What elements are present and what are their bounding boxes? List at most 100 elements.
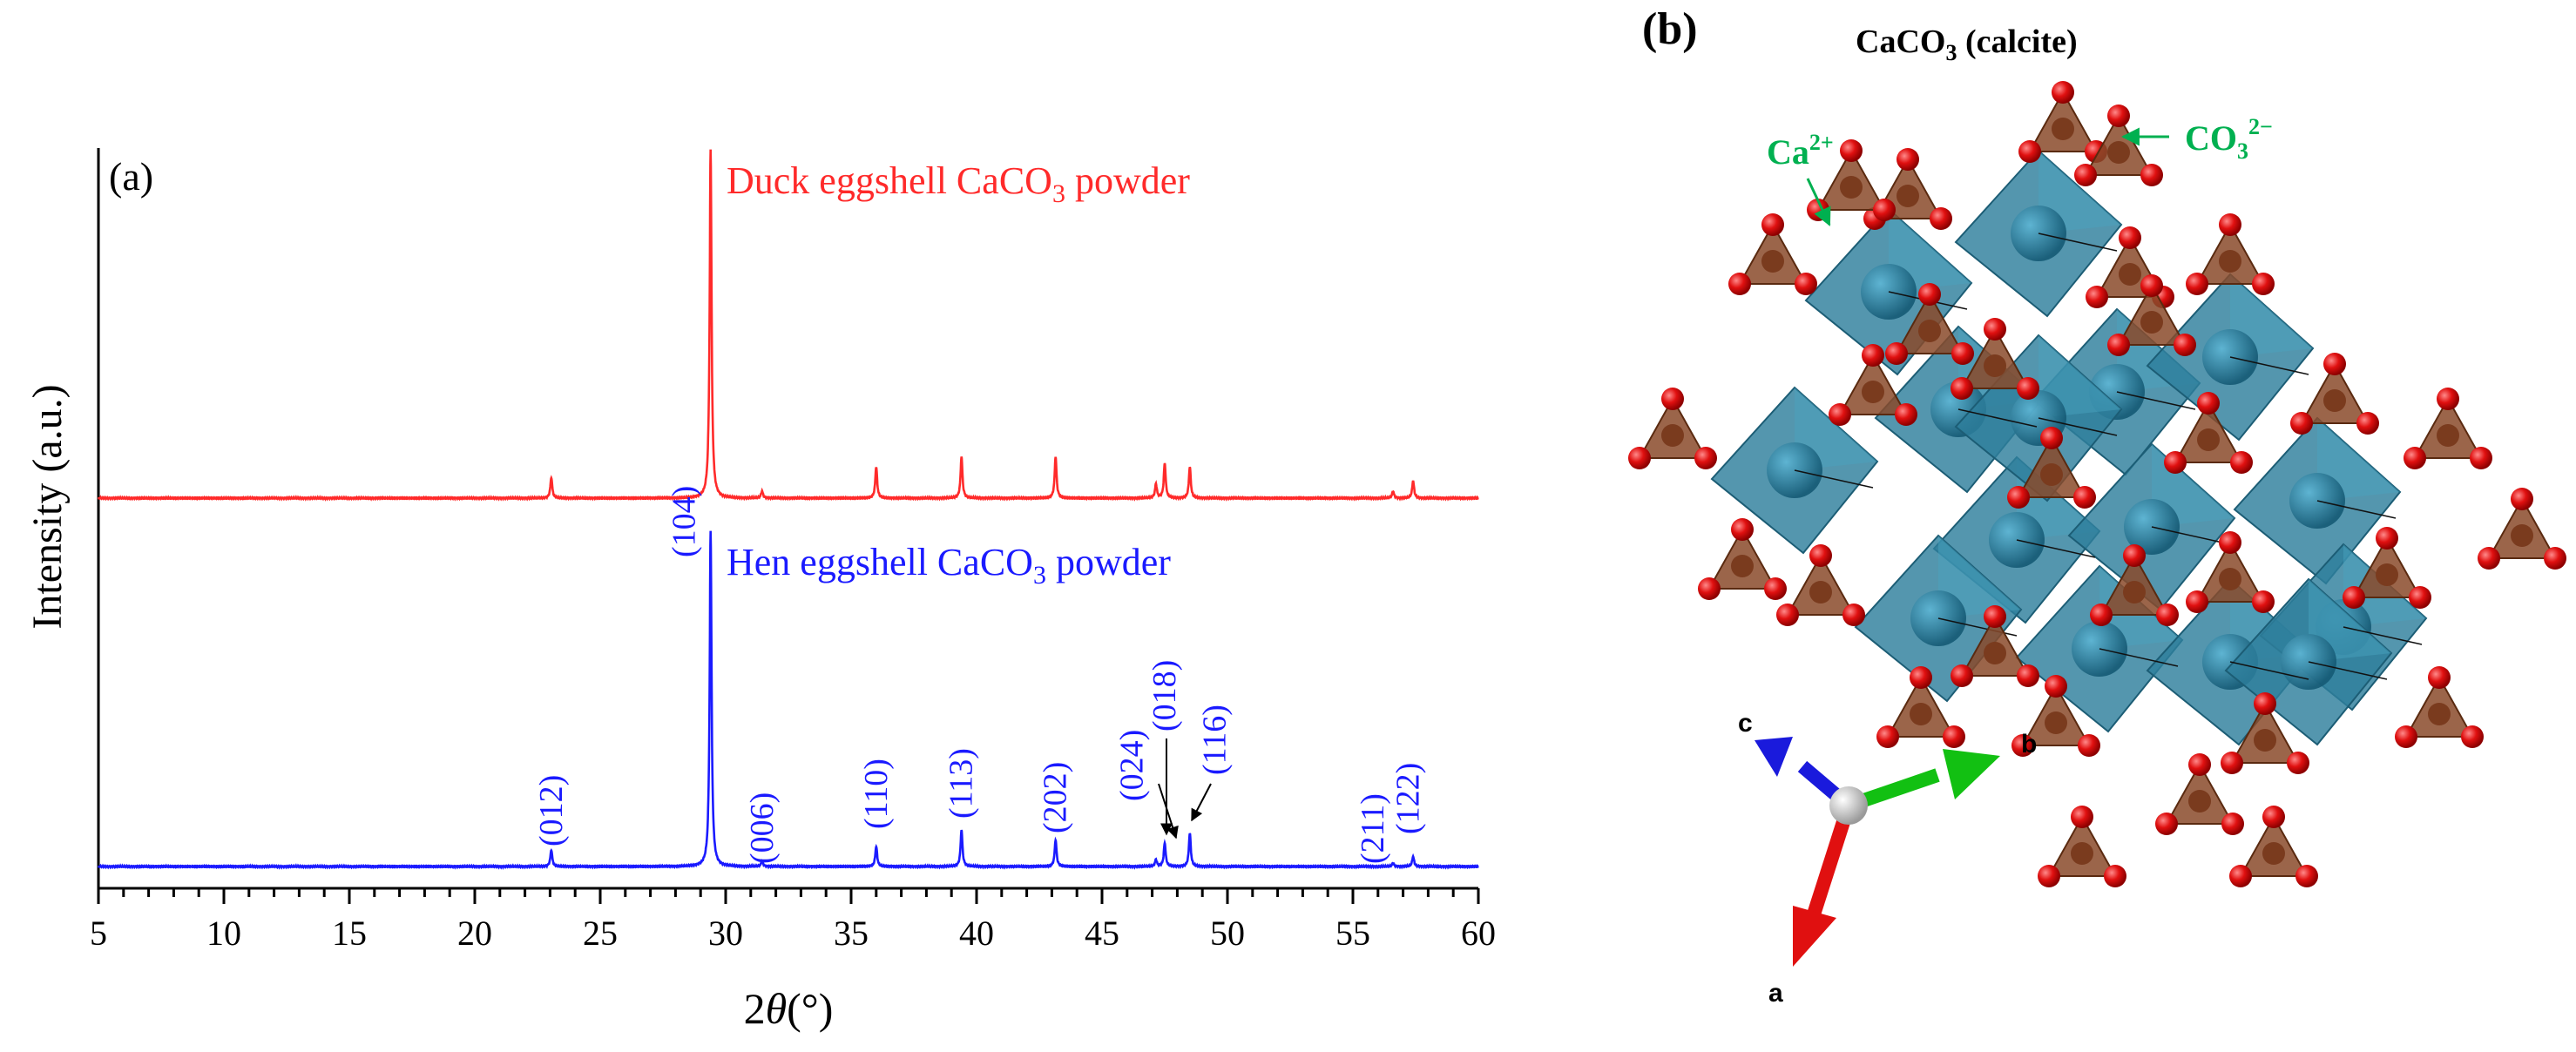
x-tick-label: 15: [332, 914, 367, 953]
oxygen-atom: [2107, 105, 2130, 127]
co3-group: [2164, 392, 2253, 474]
calcite-structure-panel: (b) CaCO3 (calcite) Ca2+ CO32− c b a: [1628, 4, 2566, 1008]
oxygen-atom: [2011, 734, 2034, 757]
oxygen-atom: [2071, 806, 2093, 828]
x-tick-label: 60: [1461, 914, 1496, 953]
oxygen-atom: [1764, 577, 1787, 600]
bond: [1957, 408, 2038, 428]
y-axis-label: Intensity (a.u.): [24, 384, 71, 629]
oxygen-atom: [1873, 199, 1896, 221]
oxygen-atom: [2164, 451, 2187, 474]
carbon-atom: [2323, 389, 2346, 412]
co3-group: [1807, 139, 1896, 221]
oxygen-atom: [2174, 334, 2196, 356]
oxygen-atom: [1895, 403, 1917, 426]
oxygen-atom: [2140, 164, 2163, 186]
oxygen-atom: [2229, 865, 2252, 887]
oxygen-atom: [2343, 586, 2365, 609]
oxygen-atom: [2107, 334, 2130, 356]
co3-group: [2404, 388, 2492, 469]
carbon-atom: [1761, 250, 1784, 273]
oxygen-atom: [2186, 590, 2208, 613]
miller-label: (202): [1038, 762, 1074, 833]
oxygen-atom: [2290, 412, 2313, 435]
miller-index-labels: (012) (104) (006) (110) (113) (202) (024)(018)…: [533, 486, 1427, 864]
miller-label: (006): [744, 792, 781, 864]
ca-ion-arrow: [1806, 178, 1831, 226]
a-axis-label: a: [1768, 979, 1783, 1008]
miller-label: (024): [1114, 730, 1151, 801]
bond: [2038, 417, 2118, 436]
oxygen-atom: [2478, 547, 2500, 570]
oxygen-atom: [2007, 486, 2030, 509]
oxygen-atom: [2073, 486, 2096, 509]
oxygen-atom: [1840, 139, 1863, 162]
octahedron-face: [2317, 418, 2400, 501]
bond: [1794, 469, 1874, 489]
carbon-atom: [2123, 581, 2146, 604]
x-ticks: [97, 888, 1480, 904]
carbon-atom: [2052, 118, 2074, 140]
oxygen-atom: [1951, 664, 1973, 687]
oxygen-atom: [2252, 273, 2275, 295]
co3-group: [1951, 605, 2039, 687]
bond: [2229, 661, 2309, 680]
co3-ion-label: CO32−: [2185, 114, 2273, 164]
c-axis-label: c: [1738, 709, 1753, 738]
bond: [2099, 648, 2179, 667]
x-tick-label: 25: [583, 914, 618, 953]
panel-label-b: (b): [1642, 4, 1698, 54]
oxygen-atom: [2078, 734, 2100, 757]
miller-label: (211): [1355, 793, 1391, 864]
b-axis-label: b: [2021, 730, 2037, 759]
x-tick-label: 10: [206, 914, 241, 953]
oxygen-atom: [2018, 140, 2041, 163]
oxygen-atom: [2356, 412, 2379, 435]
miller-label: (012): [533, 775, 570, 846]
carbon-atom: [2437, 424, 2459, 447]
co3-group: [1951, 318, 2039, 400]
carbon-atom: [1984, 354, 2006, 377]
x-tick-label: 55: [1335, 914, 1370, 953]
oxygen-atom: [2252, 590, 2275, 613]
octahedron-face: [1889, 209, 1971, 292]
x-tick-label: 20: [457, 914, 492, 953]
co3-group: [2186, 213, 2275, 295]
co3-group: [2011, 675, 2100, 757]
co3-group: [2395, 666, 2484, 748]
a-axis-head: [1793, 906, 1836, 967]
structure-title: CaCO3 (calcite): [1856, 24, 2078, 65]
x-tick-label: 50: [1210, 914, 1245, 953]
carbon-atom: [1862, 381, 1884, 403]
co3-group: [2018, 81, 2107, 163]
oxygen-atom: [2221, 752, 2243, 774]
bond: [2316, 500, 2397, 519]
origin-sphere: [1829, 786, 1868, 825]
miller-label: (110): [858, 759, 895, 829]
oxygen-atom: [1776, 604, 1799, 626]
co3-group: [1829, 344, 1917, 426]
co3-group: [2107, 274, 2196, 356]
oxygen-atom: [2090, 604, 2113, 626]
co3-group: [2074, 105, 2163, 186]
bond: [2308, 661, 2388, 680]
oxygen-atom: [2395, 725, 2417, 748]
oxygen-atom: [1731, 518, 1754, 541]
oxygen-atom: [2188, 753, 2211, 776]
co3-group: [2343, 527, 2431, 609]
co3-group: [2478, 488, 2566, 570]
oxygen-atom: [2104, 865, 2126, 887]
oxygen-atom: [2323, 353, 2346, 375]
oxygen-atom: [1897, 148, 1919, 171]
carbon-atom: [1731, 555, 1754, 577]
octahedron-face: [1795, 388, 1877, 470]
x-tick-label: 40: [959, 914, 994, 953]
carbon-atom: [2040, 463, 2063, 486]
axis-triad: c b a: [1738, 709, 2037, 1008]
oxygen-atom: [2544, 547, 2566, 570]
miller-label: (116): [1197, 705, 1234, 775]
carbon-atom: [2119, 263, 2141, 286]
oxygen-atom: [2219, 213, 2241, 236]
bond: [2116, 391, 2196, 410]
